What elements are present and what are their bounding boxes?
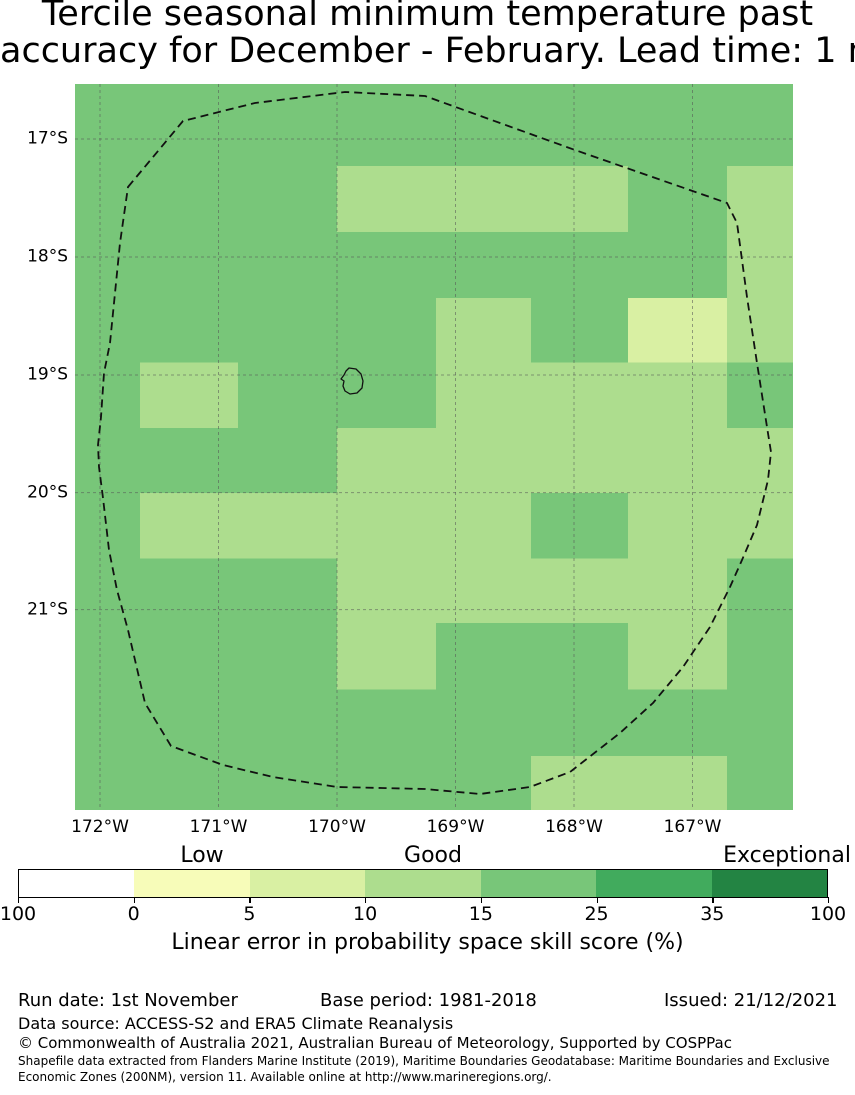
skill-cell (727, 166, 793, 232)
skill-cell (628, 298, 727, 363)
skill-cell (436, 493, 531, 559)
skill-cell (436, 362, 531, 428)
colorbar-category-label: Low (180, 843, 224, 868)
skill-cell (531, 428, 628, 493)
lon-tick-label: 169°W (426, 817, 485, 837)
skill-cell (628, 428, 727, 493)
skill-cell (436, 558, 531, 623)
colorbar-tick-mark (365, 897, 367, 903)
colorbar-tick-label: 100 (0, 903, 37, 925)
colorbar-segment (596, 870, 712, 897)
skill-cell (337, 428, 436, 493)
colorbar-tick-label: 0 (127, 903, 140, 925)
colorbar-segment (480, 870, 597, 897)
map-plot-area (75, 84, 793, 810)
lat-tick-label: 18°S (27, 246, 68, 267)
colorbar-segment (365, 870, 481, 897)
skill-cell (628, 362, 727, 428)
skill-cell (436, 166, 531, 232)
colorbar-segment (249, 870, 366, 897)
skill-cell (140, 362, 238, 428)
colorbar-tick-mark (133, 897, 135, 903)
colorbar-tick-label: 10 (353, 903, 378, 925)
colorbar-tick-mark (18, 897, 20, 903)
eez-boundary (97, 91, 772, 795)
skill-cell (238, 493, 337, 559)
skill-cell (436, 428, 531, 493)
shapefile-note-text: Shapefile data extracted from Flanders M… (18, 1054, 830, 1084)
colorbar-tick-label: 100 (809, 903, 847, 925)
skill-cell (337, 493, 436, 559)
colorbar-category-label: Good (404, 843, 462, 868)
colorbar-tick-mark (249, 897, 251, 903)
skill-cell (727, 232, 793, 298)
skill-cell (531, 362, 628, 428)
skill-cell (727, 493, 793, 559)
colorbar-segment (19, 870, 135, 897)
chart-title: Tercile seasonal minimum temperature pas… (0, 0, 855, 70)
skill-cell (337, 166, 436, 232)
colorbar-segment (134, 870, 250, 897)
data-source-text: Data source: ACCESS-S2 and ERA5 Climate … (18, 1014, 454, 1033)
skill-cell (628, 493, 727, 559)
lat-tick-label: 19°S (27, 364, 68, 385)
chart-title-line1: Tercile seasonal minimum temperature pas… (41, 0, 814, 34)
lon-tick-label: 167°W (663, 817, 722, 837)
run-date-text: Run date: 1st November (18, 990, 238, 1011)
lon-tick-label: 171°W (189, 817, 248, 837)
skill-cell (531, 756, 628, 810)
skill-cell (337, 558, 436, 623)
lat-tick-label: 20°S (27, 482, 68, 503)
colorbar-category-labels: Low Good Exceptional (0, 843, 855, 868)
skill-cell (628, 623, 727, 690)
lat-tick-label: 17°S (27, 128, 68, 149)
lon-tick-label: 172°W (71, 817, 129, 837)
copyright-text: © Commonwealth of Australia 2021, Austra… (18, 1034, 732, 1052)
skill-cell (727, 298, 793, 363)
skill-cell (628, 756, 727, 810)
colorbar-tick-mark (712, 897, 714, 903)
colorbar-tick-mark (480, 897, 483, 903)
colorbar-category-label: Exceptional (723, 843, 851, 868)
lat-tick-label: 21°S (27, 599, 68, 620)
skill-cell (531, 558, 628, 623)
skill-score-map (75, 84, 793, 810)
skill-cell (337, 623, 436, 690)
colorbar (18, 869, 828, 898)
colorbar-tick-label: 15 (468, 903, 493, 925)
skill-cell (436, 298, 531, 363)
skill-cell (727, 428, 793, 493)
skill-cell (531, 166, 628, 232)
colorbar-tick-label: 35 (700, 903, 725, 925)
issued-date-text: Issued: 21/12/2021 (664, 990, 838, 1011)
skill-cell (140, 493, 238, 559)
base-period-text: Base period: 1981-2018 (320, 990, 537, 1011)
lon-tick-label: 170°W (308, 817, 366, 837)
island-outline (340, 367, 364, 395)
colorbar-axis-label: Linear error in probability space skill … (171, 930, 684, 955)
colorbar-segment (711, 870, 827, 897)
lon-tick-label: 168°W (545, 817, 603, 837)
colorbar-tick-label: 5 (243, 903, 256, 925)
skill-cell (628, 558, 727, 623)
colorbar-tick-label: 25 (584, 903, 609, 925)
colorbar-tick-mark (828, 897, 830, 903)
colorbar-tick-mark (596, 897, 598, 903)
chart-title-line2: accuracy for December - February. Lead t… (0, 31, 855, 71)
